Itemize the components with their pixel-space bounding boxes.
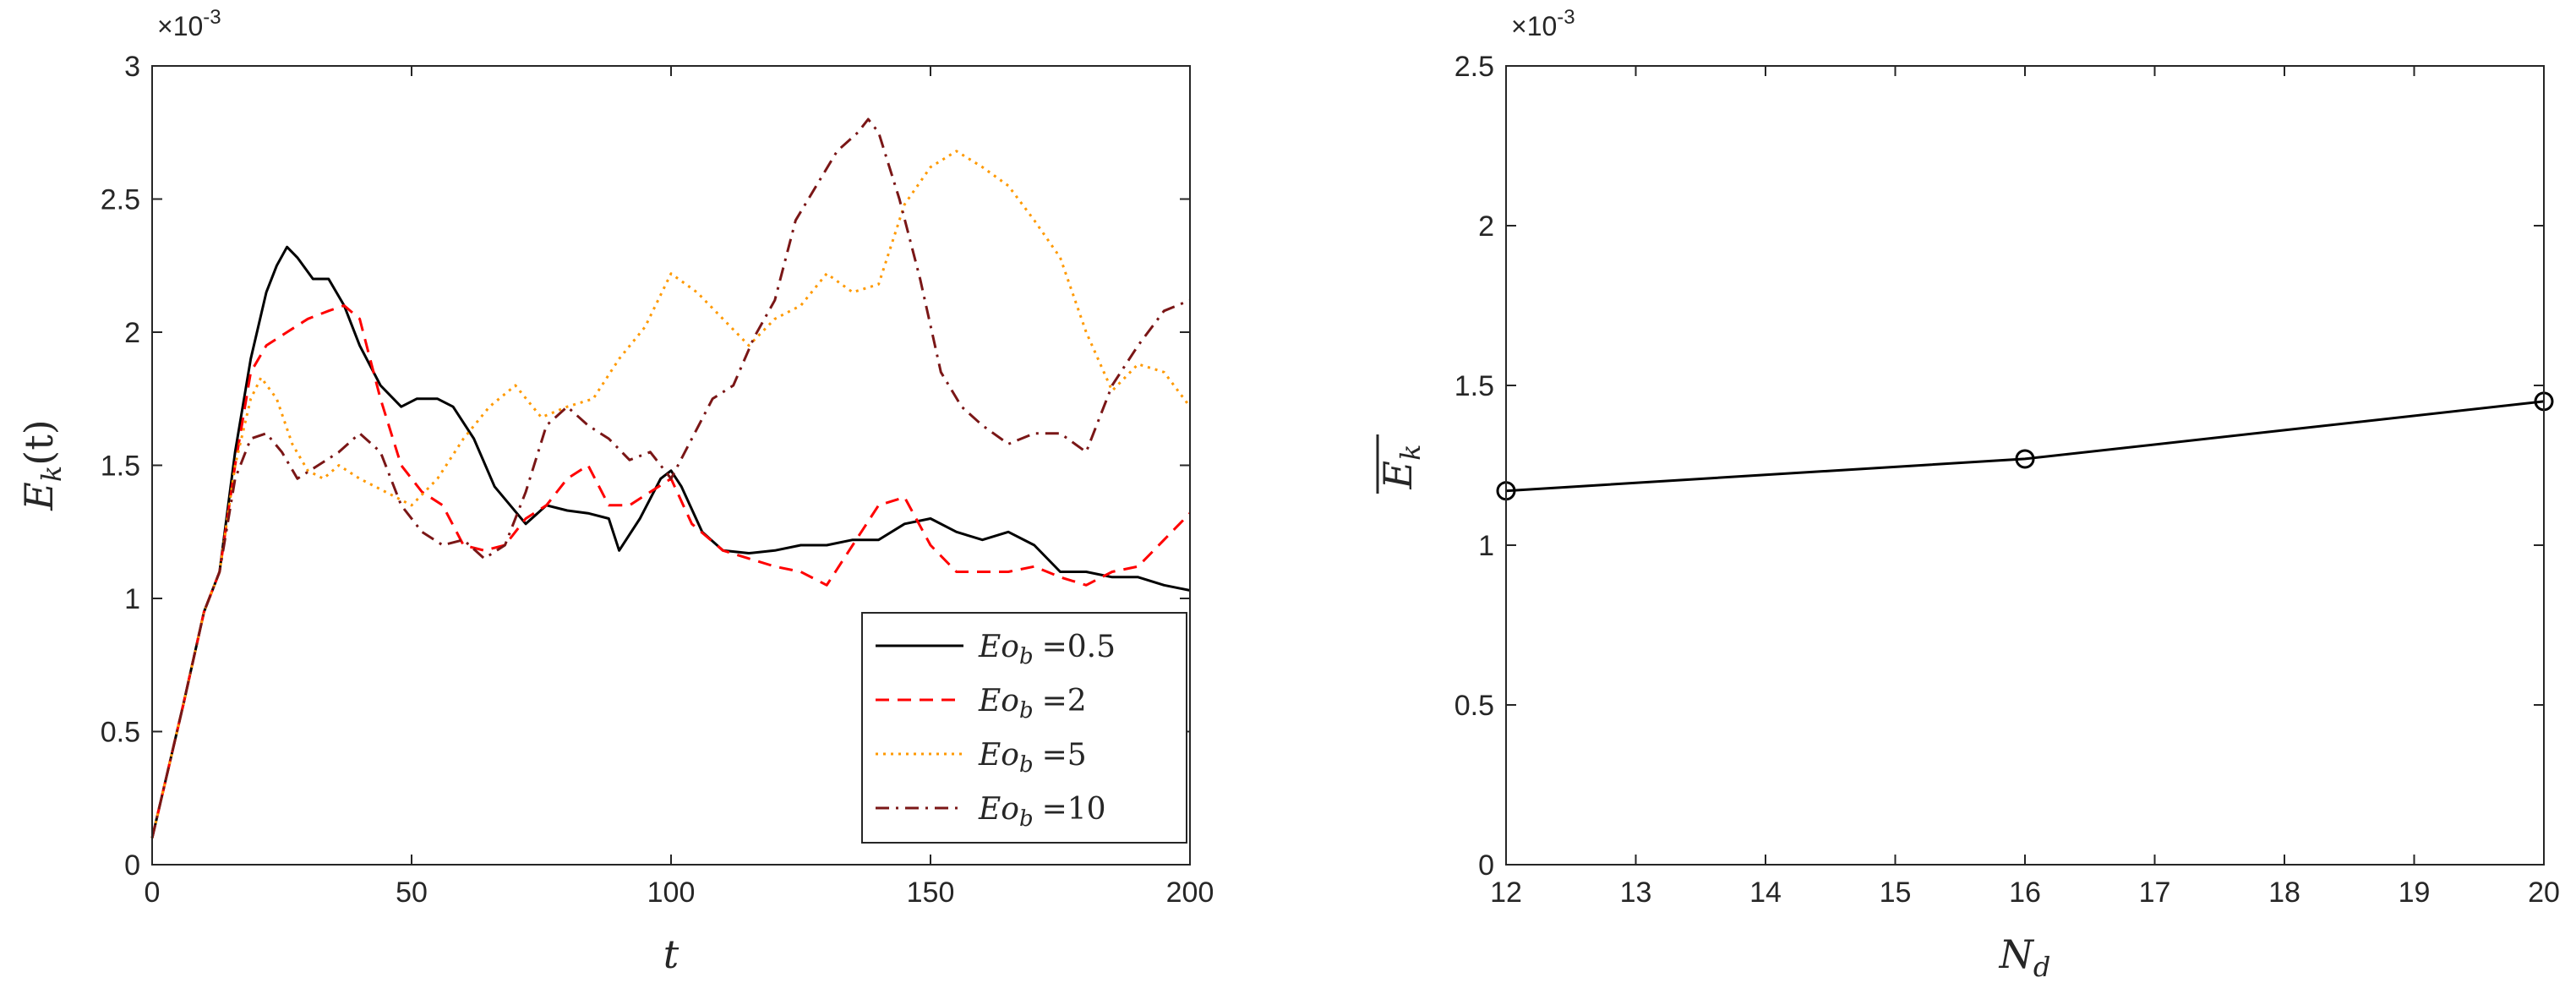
- y-tick-label: 0: [124, 849, 140, 882]
- x-tick-label: 15: [1880, 877, 1912, 909]
- y-tick-label: 0: [1478, 849, 1494, 882]
- series-line-2: [150, 150, 1192, 838]
- x-axis-label-left: t: [663, 931, 679, 977]
- y-tick-label: 0.5: [101, 717, 140, 749]
- y-tick-label: 1: [1478, 530, 1494, 562]
- y-tick-label: 1.5: [101, 451, 140, 483]
- x-tick-label: 14: [1749, 877, 1782, 909]
- x-tick-label: 150: [907, 877, 955, 909]
- x-tick-label: 200: [1166, 877, 1214, 909]
- x-tick-label: 100: [647, 877, 696, 909]
- legend-label-3: Eob =10: [978, 792, 1106, 832]
- x-tick-label: 50: [396, 877, 428, 909]
- legend-label-2: Eob =5: [978, 738, 1087, 778]
- series-line-3: [150, 117, 1191, 838]
- series-line-right: [1505, 400, 2545, 493]
- y-tick-label: 2: [124, 317, 140, 349]
- svg-text:Ek: Ek: [1375, 445, 1427, 490]
- ticks-right: 12 13 14 15 16 17 18 19 20 0 0.5 1 1.5 2 2.5: [1454, 51, 2560, 909]
- y-tick-label: 2: [1478, 210, 1494, 243]
- legend: Eob =0.5 Eob =2 Eob =5 Eob =10: [861, 612, 1187, 844]
- y-tick-label: 1.5: [1454, 370, 1494, 402]
- legend-items: Eob =0.5 Eob =2 Eob =5 Eob =10: [876, 630, 1116, 832]
- series-line-0: [150, 245, 1191, 838]
- legend-label-1: Eob =2: [978, 684, 1087, 724]
- x-tick-label: 19: [2399, 877, 2431, 909]
- exponent-label-left: ×10-3: [157, 6, 221, 41]
- x-tick-label: 18: [2268, 877, 2300, 909]
- y-axis-label-right: Ek: [1375, 434, 1427, 494]
- x-tick-label: 17: [2139, 877, 2171, 909]
- exponent-label-right: ×10-3: [1511, 6, 1575, 41]
- y-tick-label: 2.5: [1454, 51, 1494, 83]
- y-tick-label: 1: [124, 583, 140, 615]
- legend-label-0: Eob =0.5: [978, 630, 1116, 669]
- x-tick-label: 0: [145, 877, 161, 909]
- data-point-marker: [2015, 449, 2035, 469]
- legend-box: [861, 612, 1187, 844]
- x-tick-label: 20: [2528, 877, 2560, 909]
- y-tick-label: 0.5: [1454, 690, 1494, 722]
- x-tick-label: 13: [1620, 877, 1652, 909]
- ticks-left: 0 50 100 150 200 0 0.5 1 1.5 2 2.5 3: [101, 51, 1214, 909]
- x-axis-label-right: Nd: [1999, 931, 2051, 983]
- series-group-left: [150, 117, 1192, 838]
- y-tick-label: 3: [124, 51, 140, 83]
- y-axis-label-left: Ek(t): [16, 419, 68, 511]
- plot-area-right: [1506, 66, 2544, 865]
- series-line-1: [150, 304, 1192, 838]
- x-tick-label: 16: [2009, 877, 2041, 909]
- y-tick-label: 2.5: [101, 184, 140, 216]
- x-tick-label: 12: [1490, 877, 1522, 909]
